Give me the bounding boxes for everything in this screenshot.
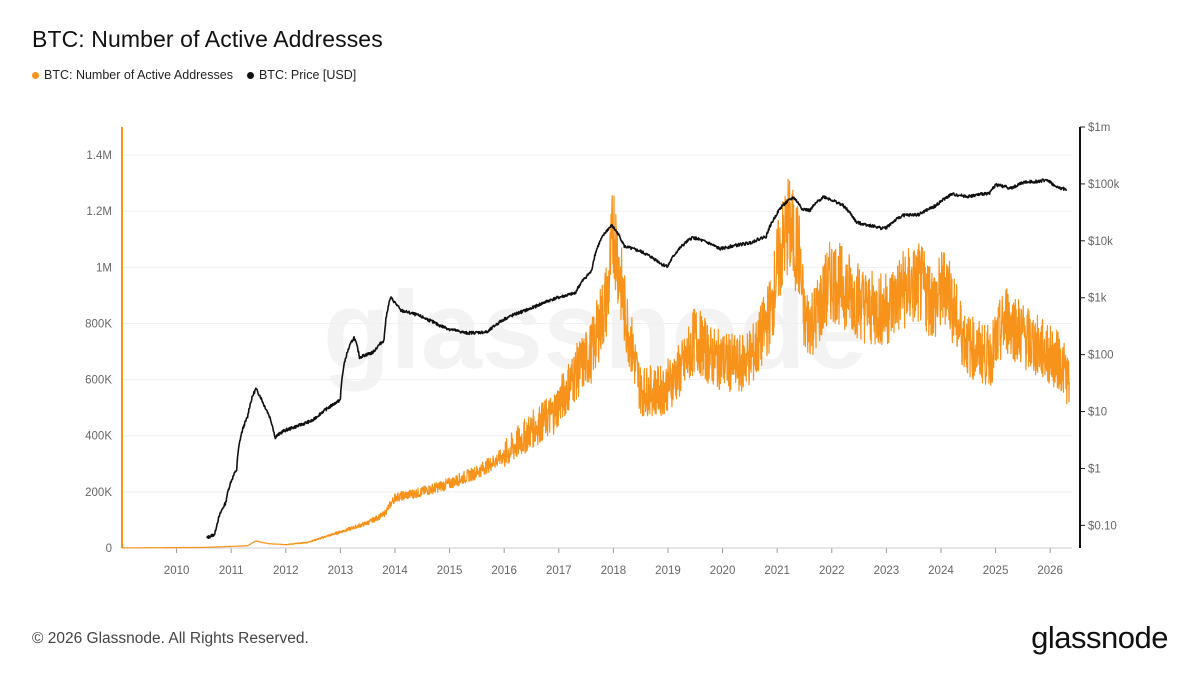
- legend-item-price[interactable]: BTC: Price [USD]: [246, 68, 357, 82]
- x-tick-label: 2018: [601, 565, 627, 577]
- legend-item-active-addresses[interactable]: BTC: Number of Active Addresses: [32, 68, 233, 82]
- x-tick-label: 2015: [437, 565, 463, 577]
- x-tick-label: 2017: [546, 565, 572, 577]
- x-tick-label: 2022: [819, 565, 845, 577]
- copyright-text: © 2026 Glassnode. All Rights Reserved.: [32, 630, 309, 647]
- x-tick-label: 2013: [328, 565, 354, 577]
- y-right-tick-label: $1k: [1088, 293, 1107, 305]
- x-tick-label: 2019: [655, 565, 681, 577]
- series-active-addresses[interactable]: [121, 178, 1070, 549]
- y-left-tick-label: 400K: [85, 431, 112, 443]
- y-left-tick-label: 1M: [96, 262, 112, 274]
- series-price[interactable]: [206, 178, 1068, 539]
- glassnode-logo: glassnode: [1031, 620, 1168, 655]
- x-tick-label: 2020: [710, 565, 736, 577]
- x-tick-label: 2025: [983, 565, 1009, 577]
- legend-label-price: BTC: Price [USD]: [258, 68, 357, 82]
- legend-dot-active-addresses: [32, 71, 39, 79]
- y-right-tick-label: $100: [1088, 350, 1114, 362]
- chart-title: BTC: Number of Active Addresses: [32, 26, 383, 52]
- y-left-tick-label: 800K: [85, 318, 112, 330]
- y-left-tick-label: 600K: [85, 375, 112, 387]
- x-tick-label: 2016: [491, 565, 517, 577]
- y-left-tick-label: 1.2M: [86, 206, 112, 218]
- watermark-text: glassnode: [323, 269, 867, 392]
- y-right-tick-label: $1m: [1088, 122, 1110, 134]
- x-tick-label: 2026: [1037, 565, 1063, 577]
- x-tick-label: 2021: [764, 565, 790, 577]
- y-left-tick-label: 200K: [85, 487, 112, 499]
- y-left-tick-label: 1.4M: [86, 150, 112, 162]
- legend-dot-price: [246, 71, 254, 79]
- y-right-tick-label: $10: [1088, 407, 1107, 419]
- x-tick-label: 2023: [874, 565, 900, 577]
- x-tick-label: 2012: [273, 565, 299, 577]
- y-right-tick-label: $100k: [1088, 179, 1120, 191]
- x-tick-label: 2010: [164, 565, 190, 577]
- legend: BTC: Number of Active Addresses BTC: Pri…: [32, 68, 356, 82]
- y-left-tick-label: 0: [106, 543, 112, 555]
- y-right-tick-label: $0.10: [1088, 520, 1117, 532]
- x-tick-label: 2024: [928, 565, 954, 577]
- legend-label-active-addresses: BTC: Number of Active Addresses: [44, 68, 233, 82]
- y-right-tick-label: $10k: [1088, 236, 1113, 248]
- y-right-tick-label: $1: [1088, 463, 1101, 475]
- x-tick-label: 2011: [219, 565, 244, 577]
- x-tick-label: 2014: [382, 565, 408, 577]
